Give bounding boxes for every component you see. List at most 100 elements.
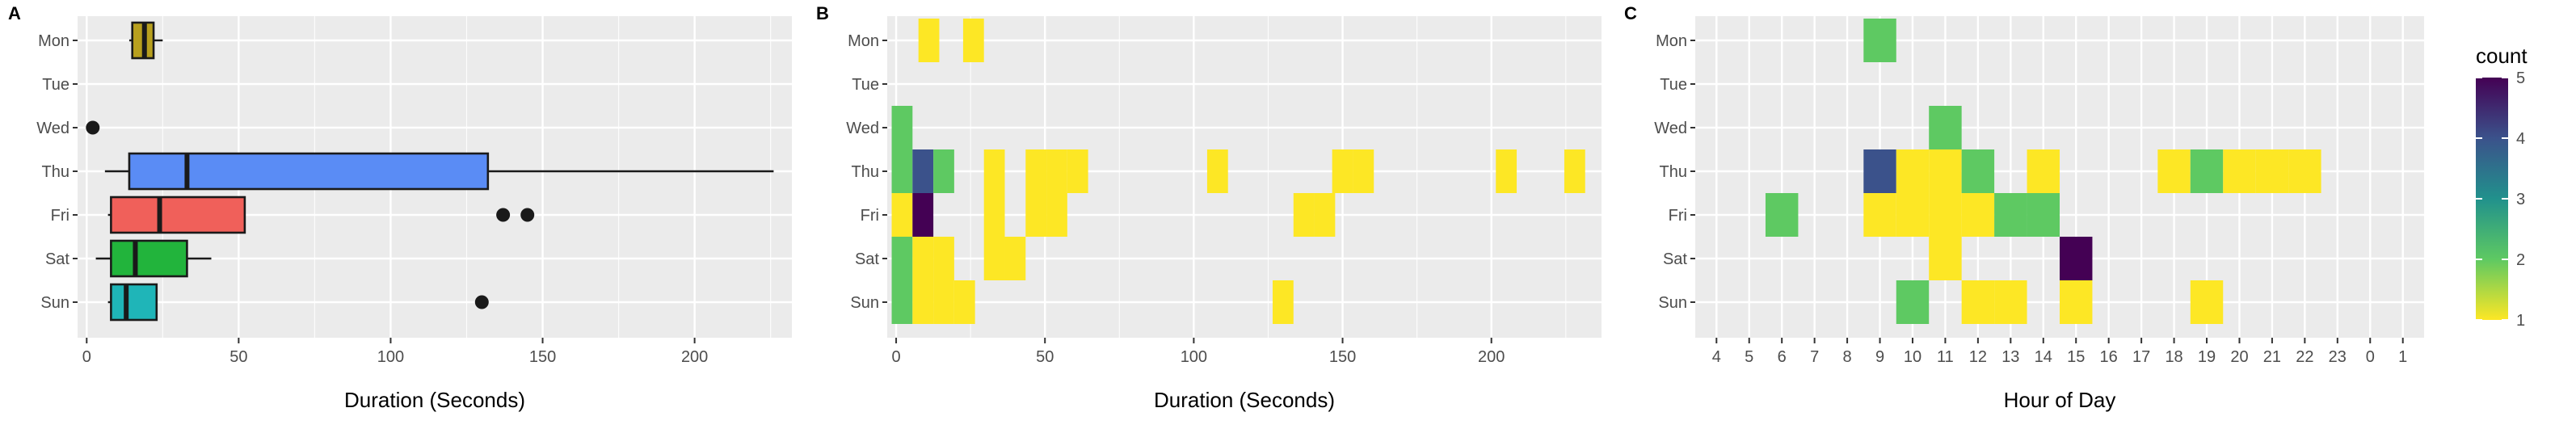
panel-c-grid (1695, 16, 2424, 338)
cell-thu-h22 (2288, 149, 2321, 193)
x-tick-label-hour-17: 17 (2132, 348, 2150, 366)
y-tick-label-thu: Thu (852, 163, 879, 181)
cell-sat (891, 237, 913, 280)
cell-fri-h9 (1863, 193, 1896, 237)
x-tick-label-150: 150 (529, 348, 556, 366)
cell-sun (1272, 280, 1294, 324)
cell-thu (933, 149, 954, 193)
x-tick-label-hour-0: 0 (2366, 348, 2375, 366)
x-tick-label-hour-5: 5 (1745, 348, 1753, 366)
cell-wed-h11 (1929, 106, 1962, 149)
legend-tick-label-1: 1 (2516, 312, 2525, 330)
cell-fri (1046, 193, 1067, 237)
cell-thu-h20 (2223, 149, 2256, 193)
cell-sun (953, 280, 975, 324)
box-fri (110, 196, 246, 234)
cell-thu (891, 149, 913, 193)
box-sat (110, 239, 188, 278)
cell-thu (1025, 149, 1047, 193)
cell-fri-h10 (1896, 193, 1930, 237)
cell-sat (983, 237, 1005, 280)
cell-thu-h11 (1929, 149, 1962, 193)
cell-sun-h10 (1896, 280, 1930, 324)
y-tick-label-fri: Fri (861, 207, 879, 225)
cell-thu-h12 (1961, 149, 1995, 193)
x-tick-label-50: 50 (229, 348, 247, 366)
x-tick-label-hour-23: 23 (2329, 348, 2347, 366)
cell-thu (983, 149, 1005, 193)
y-tick-label-tue: Tue (1660, 76, 1687, 94)
cell-thu (1206, 149, 1228, 193)
y-tick-label-wed: Wed (846, 120, 879, 137)
cell-mon (962, 19, 984, 62)
cell-wed (891, 106, 913, 149)
cell-sun (912, 280, 934, 324)
panel-b-marks (891, 19, 1585, 324)
y-tick-label-sun: Sun (40, 294, 69, 312)
y-tick-label-sat: Sat (855, 250, 879, 268)
cell-sun-h19 (2190, 280, 2224, 324)
x-tick-label-hour-16: 16 (2100, 348, 2118, 366)
panel-b-axes: Mon Tue Wed Thu Fri Sat Sun 0 50 100 150 200 (846, 32, 1505, 366)
x-tick-label-hour-15: 15 (2067, 348, 2085, 366)
panel-b-background (887, 16, 1602, 338)
x-tick-label-hour-20: 20 (2230, 348, 2248, 366)
cell-fri (891, 193, 913, 237)
legend-tick-label-3: 3 (2516, 191, 2525, 208)
y-tick-label-wed: Wed (1654, 120, 1687, 137)
y-tick-label-fri: Fri (1669, 207, 1687, 225)
y-tick-label-sat: Sat (45, 250, 69, 268)
panel-b-letter: B (816, 3, 829, 23)
x-tick-label-hour-1: 1 (2398, 348, 2407, 366)
cell-fri (1025, 193, 1047, 237)
x-tick-label-hour-22: 22 (2296, 348, 2313, 366)
cell-thu (912, 149, 934, 193)
cell-thu (1353, 149, 1374, 193)
cell-thu (1564, 149, 1585, 193)
cell-thu (1496, 149, 1517, 193)
panel-a: A Mon Tue Wed Thu Fri Sat Sun 0 50 100 150 200 Dura… (8, 3, 792, 412)
cell-sun (891, 280, 913, 324)
cell-sat (933, 237, 954, 280)
cell-fri-h12 (1961, 193, 1995, 237)
x-tick-label-hour-8: 8 (1843, 348, 1852, 366)
x-tick-label-hour-19: 19 (2198, 348, 2216, 366)
cell-fri-h6 (1765, 193, 1799, 237)
panel-c-letter: C (1624, 3, 1637, 23)
y-tick-label-mon: Mon (848, 32, 879, 50)
x-tick-label-200: 200 (681, 348, 708, 366)
x-tick-label-hour-12: 12 (1969, 348, 1987, 366)
panel-a-letter: A (8, 3, 21, 23)
cell-fri-h11 (1929, 193, 1962, 237)
cell-thu (1332, 149, 1353, 193)
panel-b: B Mon Tue Wed Thu Fri Sat Sun 0 50 100 150 200 Dura… (816, 3, 1602, 412)
x-tick-label-0: 0 (82, 348, 91, 366)
cell-fri (1293, 193, 1315, 237)
panel-b-x-axis-title: Duration (Seconds) (1154, 388, 1335, 412)
panel-c-x-axis-title: Hour of Day (2004, 388, 2116, 412)
cell-sun-h12 (1961, 280, 1995, 324)
y-tick-label-mon: Mon (38, 32, 69, 50)
cell-sun-h15 (2060, 280, 2093, 324)
panel-a-axes: Mon Tue Wed Thu Fri Sat Sun 0 50 100 150 200 (36, 32, 708, 366)
cell-sat-h11 (1929, 237, 1962, 280)
box-sun (110, 283, 158, 322)
y-tick-label-fri: Fri (51, 207, 69, 225)
cell-thu-h21 (2255, 149, 2289, 193)
box-thu (128, 152, 490, 191)
y-tick-label-sat: Sat (1663, 250, 1687, 268)
x-tick-label-hour-14: 14 (2035, 348, 2052, 366)
cell-sat-h15 (2060, 237, 2093, 280)
cell-sun-h13 (1994, 280, 2027, 324)
x-tick-label-100: 100 (1181, 348, 1207, 366)
cell-fri-h14 (2027, 193, 2060, 237)
panel-a-x-axis-title: Duration (Seconds) (344, 388, 525, 412)
cell-sat (1004, 237, 1026, 280)
legend-tick-label-4: 4 (2516, 130, 2525, 148)
y-tick-label-wed: Wed (36, 120, 69, 137)
cell-thu-h19 (2190, 149, 2224, 193)
x-tick-label-100: 100 (377, 348, 404, 366)
legend-tick-label-5: 5 (2516, 69, 2525, 87)
